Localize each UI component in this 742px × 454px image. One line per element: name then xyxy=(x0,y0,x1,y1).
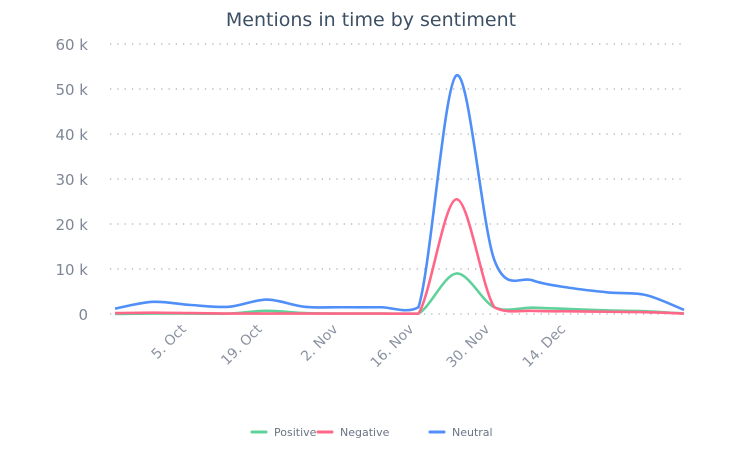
legend-label: Neutral xyxy=(452,426,493,439)
legend-item-negative[interactable]: Negative xyxy=(316,426,390,439)
x-tick-label: 19. Oct xyxy=(218,321,266,369)
y-tick-label: 50 k xyxy=(55,81,88,99)
y-tick-label: 30 k xyxy=(55,171,88,189)
x-tick-label: 14. Dec xyxy=(520,322,569,371)
legend-item-neutral[interactable]: Neutral xyxy=(428,426,493,439)
x-tick-label: 2. Nov xyxy=(298,322,341,365)
y-tick-label: 40 k xyxy=(55,126,88,144)
chart-title: Mentions in time by sentiment xyxy=(226,9,516,31)
legend-label: Positive xyxy=(274,426,317,439)
series-line-negative xyxy=(114,197,685,316)
y-tick-label: 0 xyxy=(78,306,88,324)
y-tick-label: 10 k xyxy=(55,261,88,279)
legend-label: Negative xyxy=(340,426,390,439)
legend-item-positive[interactable]: Positive xyxy=(250,426,317,439)
y-tick-label: 20 k xyxy=(55,216,88,234)
series-line-positive xyxy=(114,272,685,316)
x-tick-label: 5. Oct xyxy=(149,321,190,362)
y-tick-label: 60 k xyxy=(55,36,88,54)
x-tick-label: 30. Nov xyxy=(444,322,494,372)
x-tick-label: 16. Nov xyxy=(368,322,418,372)
series-line-neutral xyxy=(114,74,685,312)
